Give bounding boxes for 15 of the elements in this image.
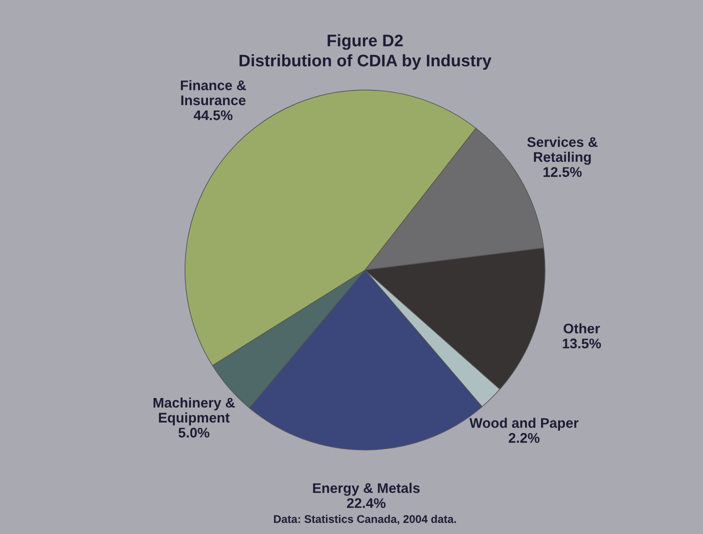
slice-label: Services & Retailing: [527, 136, 598, 165]
data-label: 2.2%: [508, 433, 540, 443]
data-label: 13.5%: [562, 338, 601, 348]
text: Data: Statistics Canada, 2004 data.: [274, 514, 456, 525]
data-label: 44.5%: [194, 110, 233, 120]
slice-label: Wood and Paper: [469, 418, 579, 431]
slice-label: Finance & Insurance: [180, 80, 246, 106]
chart-subtitle: Distribution of CDIA by Industry: [240, 54, 492, 70]
data-label: 12.5%: [544, 167, 582, 177]
slice-label: Energy & Metals: [313, 482, 420, 496]
data-label: 22.4%: [346, 498, 386, 508]
chart-title: Figure D2: [328, 34, 403, 50]
data-label: 5.0%: [178, 428, 210, 438]
slice-label: Machinery & Equipment: [154, 397, 235, 426]
slice-label: Other: [564, 323, 600, 334]
